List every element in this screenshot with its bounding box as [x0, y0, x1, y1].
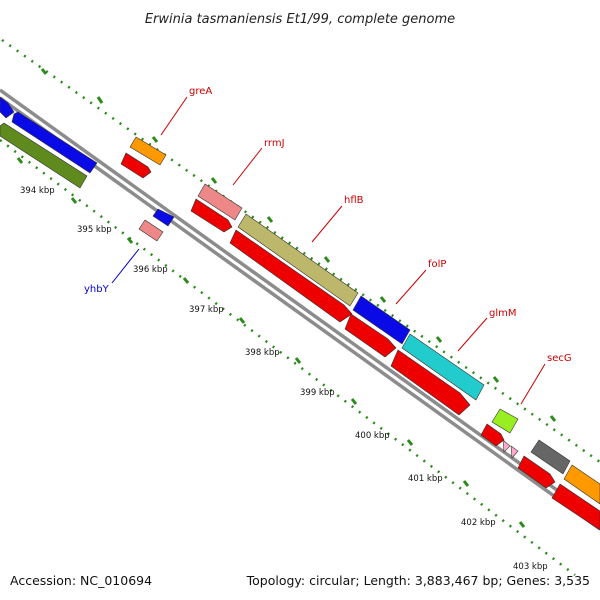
cds-glmM [390, 349, 471, 416]
gene-label-folP: folP [428, 259, 446, 270]
cds-right-2 [551, 483, 600, 531]
gene-folP [352, 295, 411, 345]
gene-gray-right [530, 439, 571, 475]
gene-greA [129, 136, 167, 166]
gene-blue-left-top [0, 96, 15, 119]
ruler-label-401: 401 kbp [408, 474, 443, 484]
gene-orange-right [563, 464, 600, 505]
ruler-label-398: 398 kbp [245, 348, 280, 358]
feature-pink-1 [502, 439, 511, 453]
gene-secG [491, 408, 519, 434]
cds-greA [120, 152, 152, 179]
cds-right-1 [517, 455, 556, 489]
inner-tick-track [0, 139, 576, 576]
gene-label-rrmJ: rrmJ [264, 138, 285, 149]
outer-major-ticks [40, 68, 557, 422]
ruler-label-400: 400 kbp [355, 431, 390, 441]
ruler-label-395: 395 kbp [77, 225, 112, 235]
ruler-label-399: 399 kbp [300, 388, 335, 398]
cds-folP [344, 313, 397, 358]
gene-label-greA: greA [189, 86, 212, 97]
feature-pink-2 [510, 445, 519, 459]
ruler-label-394: 394 kbp [20, 186, 55, 196]
ruler-label-397: 397 kbp [189, 305, 224, 315]
gene-rrmJ [197, 183, 243, 221]
ruler-label-403: 403 kbp [513, 562, 548, 572]
features [0, 96, 600, 531]
gene-label-glmM: glmM [489, 308, 517, 319]
ruler-label-396: 396 kbp [133, 265, 168, 275]
cds-hflB [229, 229, 353, 323]
gene-hflB [237, 213, 359, 307]
gene-yhbY-pink [138, 219, 164, 242]
ruler-label-402: 402 kbp [461, 518, 496, 528]
map-title: Erwinia tasmaniensis Et1/99, complete ge… [145, 12, 455, 27]
topology-summary: Topology: circular; Length: 3,883,467 bp… [246, 573, 590, 588]
gene-glmM [401, 333, 485, 401]
gene-label-hflB: hflB [344, 195, 364, 206]
gene-blue-left [11, 111, 98, 174]
genome-backbone [0, 88, 600, 531]
ruler-labels: 394 kbp 395 kbp 396 kbp 397 kbp 398 kbp … [20, 186, 548, 572]
accession-text: Accession: NC_010694 [10, 573, 152, 588]
outer-tick-track [1, 38, 600, 464]
leader-lines [111, 96, 546, 405]
gene-label-secG: secG [547, 353, 572, 364]
cds-rrmJ [190, 198, 233, 233]
gene-label-yhbY: yhbY [84, 284, 110, 295]
gene-yhbY-blue [152, 208, 175, 227]
gene-olive-left [0, 122, 88, 189]
inner-major-ticks [16, 157, 526, 528]
cds-secG [480, 423, 505, 447]
gene-labels: greA rrmJ hflB folP glmM secG yhbY [84, 86, 572, 364]
